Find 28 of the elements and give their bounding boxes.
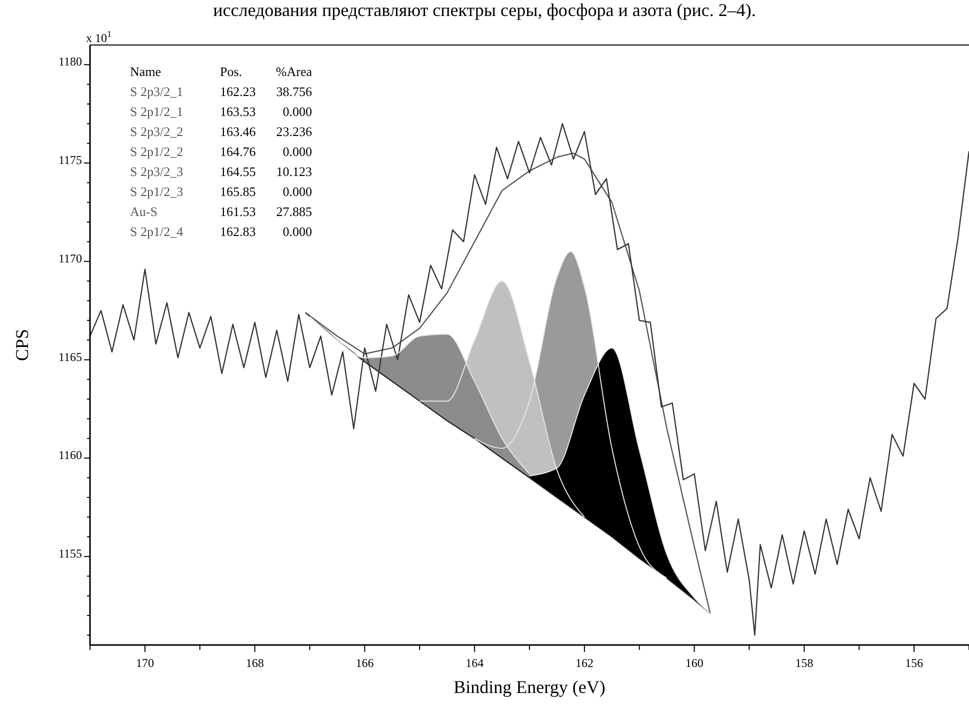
text: Au-S 161.53 27.885 — [130, 204, 312, 219]
x-tick-label: 168 — [246, 656, 264, 670]
line-series — [89, 123, 969, 636]
y-tick-label: 1180 — [58, 54, 82, 69]
text: S 2p1/2_1 163.53 0.000 — [130, 104, 312, 119]
x-tick-label: 160 — [685, 656, 704, 670]
x-axis-title: Binding Energy (eV) — [454, 677, 606, 697]
x-tick-label: 170 — [136, 656, 154, 670]
text: S 2p1/2_3 165.85 0.000 — [130, 184, 312, 199]
y-tick-label: 1160 — [58, 448, 82, 462]
x-tick-label: 164 — [466, 656, 484, 670]
y-tick-label: 1175 — [58, 153, 82, 168]
text: S 2p3/2_2 163.46 23.236 — [130, 124, 312, 139]
text: S 2p1/2_4 162.83 0.000 — [130, 224, 312, 239]
y-axis-title: CPS — [12, 328, 32, 362]
x-tick-label: 158 — [795, 656, 814, 670]
x-tick-label: 166 — [356, 656, 374, 670]
text: S 2p1/2_2 164.76 0.000 — [130, 144, 312, 159]
y-tick-label: 1170 — [58, 251, 82, 266]
y-tick-label: 1165 — [58, 350, 82, 364]
text: S 2p3/2_3 164.55 10.123 — [130, 164, 312, 179]
text: S 2p3/2_1 162.23 38.756 — [130, 84, 312, 99]
x-tick-label: 156 — [905, 656, 924, 670]
x-tick-label: 162 — [575, 656, 594, 670]
text: Name Pos. %Area — [130, 64, 312, 79]
text: x 10$^{1}$ — [86, 29, 112, 45]
text: исследования представляют спектры серы, фосфора и азота (рис. 2–4). — [213, 0, 756, 20]
y-tick-label: 1155 — [58, 546, 82, 560]
